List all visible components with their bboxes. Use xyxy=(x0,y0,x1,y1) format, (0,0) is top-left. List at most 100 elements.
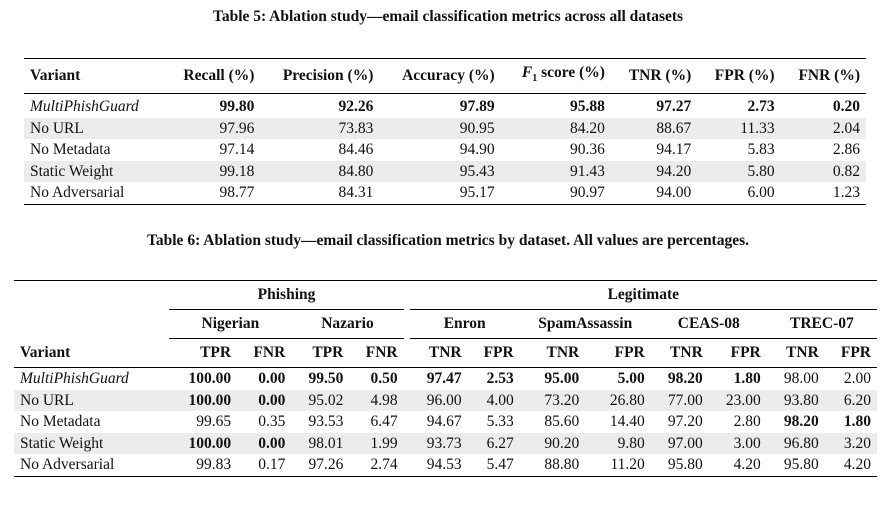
table-row: No URL 97.96 73.83 90.95 84.20 88.67 11.33 2.04 xyxy=(24,117,866,140)
metric-value: 93.53 xyxy=(308,413,344,430)
f1-suffix: score (%) xyxy=(537,64,605,81)
metric-value: 84.20 xyxy=(500,117,611,140)
metric-value: 6.27 xyxy=(467,432,520,454)
table5-caption: Table 5: Ablation study—email classifica… xyxy=(212,8,684,25)
metric-value: 85.60 xyxy=(544,413,580,430)
metric-value: 84.31 xyxy=(338,184,374,202)
metric-value: 100.00 xyxy=(188,370,232,387)
table-row: No Adversarial 98.77 84.31 95.17 90.97 94.00 6… xyxy=(24,182,866,204)
table5-body: MultiPhishGuard 99.80 92.26 97.89 95.88 97.27… xyxy=(24,94,866,205)
metric-value: 93.73 xyxy=(409,432,468,454)
metric-value: 77.00 xyxy=(650,389,709,411)
metric-value: 4.20 xyxy=(733,456,761,473)
metric-value: 5.80 xyxy=(697,160,781,183)
table6-group-row: Phishing Legitimate xyxy=(14,280,877,310)
metric-value: 2.80 xyxy=(733,413,761,430)
metric-value: 1.99 xyxy=(349,432,404,454)
metric-value: 5.00 xyxy=(617,370,645,387)
metric-value: 26.80 xyxy=(585,389,651,411)
metric-value: 95.02 xyxy=(291,389,350,411)
metric-value: 98.00 xyxy=(783,370,819,387)
table5-ablation-overall: Variant Recall (%) Precision (%) Accurac… xyxy=(24,58,866,205)
col-header-variant: Variant xyxy=(14,338,164,368)
variant-name: Static Weight xyxy=(14,432,164,454)
metric-header: FNR xyxy=(237,338,292,368)
variant-name: No URL xyxy=(24,117,165,140)
metric-value: 11.33 xyxy=(697,117,781,140)
metric-value: 94.67 xyxy=(426,413,462,430)
metric-value: 2.73 xyxy=(747,98,775,116)
metric-header: FPR xyxy=(585,338,651,368)
col-header-recall: Recall (%) xyxy=(164,58,261,95)
metric-value: 95.80 xyxy=(667,456,703,473)
metric-value: 90.36 xyxy=(570,141,605,159)
col-header-f1: F1 score (%) xyxy=(500,58,611,95)
metric-value: 97.20 xyxy=(667,413,703,430)
metric-header: TNR xyxy=(519,338,586,368)
table-row: No Metadata 97.14 84.46 94.90 90.36 94.17 5.83… xyxy=(24,139,866,161)
metric-value: 1.80 xyxy=(843,413,871,430)
table-row: MultiPhishGuard 100.00 0.00 99.50 0.50 97.47 2… xyxy=(14,368,877,390)
metric-header: TPR xyxy=(291,338,350,368)
metric-value: 2.00 xyxy=(843,370,871,387)
col-header-accuracy: Accuracy (%) xyxy=(379,58,501,95)
dataset-header-spamassassin: SpamAssassin xyxy=(519,309,651,339)
metric-value: 92.26 xyxy=(338,98,374,116)
table-row: Static Weight 99.18 84.80 95.43 91.43 94.20 5.… xyxy=(24,160,866,183)
metric-header: FPR xyxy=(467,338,520,368)
metric-value: 99.83 xyxy=(196,456,232,473)
metric-value: 9.80 xyxy=(585,432,651,454)
metric-value: 91.43 xyxy=(500,160,611,183)
table-row: No Metadata 99.65 0.35 93.53 6.47 94.67 5.33 85… xyxy=(14,411,877,433)
metric-value: 2.53 xyxy=(486,370,514,387)
metric-value: 96.80 xyxy=(766,432,825,454)
metric-value: 73.83 xyxy=(260,117,380,140)
table6-body: MultiPhishGuard 100.00 0.00 99.50 0.50 97.47 2… xyxy=(14,368,877,477)
metric-value: 98.20 xyxy=(667,370,703,387)
metric-value: 5.47 xyxy=(486,456,514,473)
metric-value: 3.20 xyxy=(824,432,877,454)
metric-value: 95.88 xyxy=(570,98,605,116)
table6-dataset-row: Nigerian Nazario Enron SpamAssassin CEAS… xyxy=(14,309,877,339)
variant-name: No Adversarial xyxy=(20,456,115,473)
metric-value: 94.53 xyxy=(426,456,462,473)
metric-value: 73.20 xyxy=(519,389,586,411)
metric-value: 95.43 xyxy=(379,160,501,183)
metric-value: 94.90 xyxy=(459,141,495,159)
col-header-variant: Variant xyxy=(24,58,165,95)
col-header-fnr: FNR (%) xyxy=(780,58,866,95)
metric-value: 5.83 xyxy=(747,141,775,159)
metric-value: 5.33 xyxy=(486,413,514,430)
metric-value: 6.47 xyxy=(370,413,398,430)
f1-subscript: 1 xyxy=(532,73,538,85)
col-header-fpr: FPR (%) xyxy=(697,58,781,95)
metric-value: 97.89 xyxy=(459,98,495,116)
metric-value: 2.86 xyxy=(832,141,860,159)
table-row: No URL 100.00 0.00 95.02 4.98 96.00 4.00 73.20 2… xyxy=(14,389,877,411)
metric-value: 90.97 xyxy=(570,184,605,202)
col-header-precision: Precision (%) xyxy=(260,58,380,95)
variant-name: MultiPhishGuard xyxy=(20,370,129,387)
col-header-tnr: TNR (%) xyxy=(610,58,698,95)
metric-value: 1.23 xyxy=(832,184,860,202)
metric-header: TNR xyxy=(766,338,825,368)
metric-value: 0.20 xyxy=(832,98,860,116)
metric-value: 97.96 xyxy=(164,117,261,140)
variant-name: Static Weight xyxy=(24,160,165,183)
metric-value: 94.20 xyxy=(610,160,698,183)
table5-header-row: Variant Recall (%) Precision (%) Accurac… xyxy=(24,58,866,95)
metric-value: 0.50 xyxy=(370,370,398,387)
variant-name: No URL xyxy=(14,389,164,411)
metric-value: 99.18 xyxy=(164,160,261,183)
metric-value: 90.95 xyxy=(379,117,501,140)
table6-caption: Table 6: Ablation study—email classifica… xyxy=(146,232,750,249)
dataset-header-trec07: TREC-07 xyxy=(766,309,877,339)
f1-letter: F xyxy=(521,64,533,81)
metric-value: 94.00 xyxy=(656,184,692,202)
metric-value: 4.00 xyxy=(467,389,520,411)
table6-ablation-by-dataset: Phishing Legitimate Nigerian Nazario Enr… xyxy=(14,280,877,477)
metric-value: 100.00 xyxy=(169,432,238,454)
metric-value: 97.47 xyxy=(426,370,462,387)
metric-value: 99.50 xyxy=(308,370,344,387)
table6-metric-row: Variant TPR FNR TPR FNR TNR FPR TNR FPR … xyxy=(14,338,877,368)
